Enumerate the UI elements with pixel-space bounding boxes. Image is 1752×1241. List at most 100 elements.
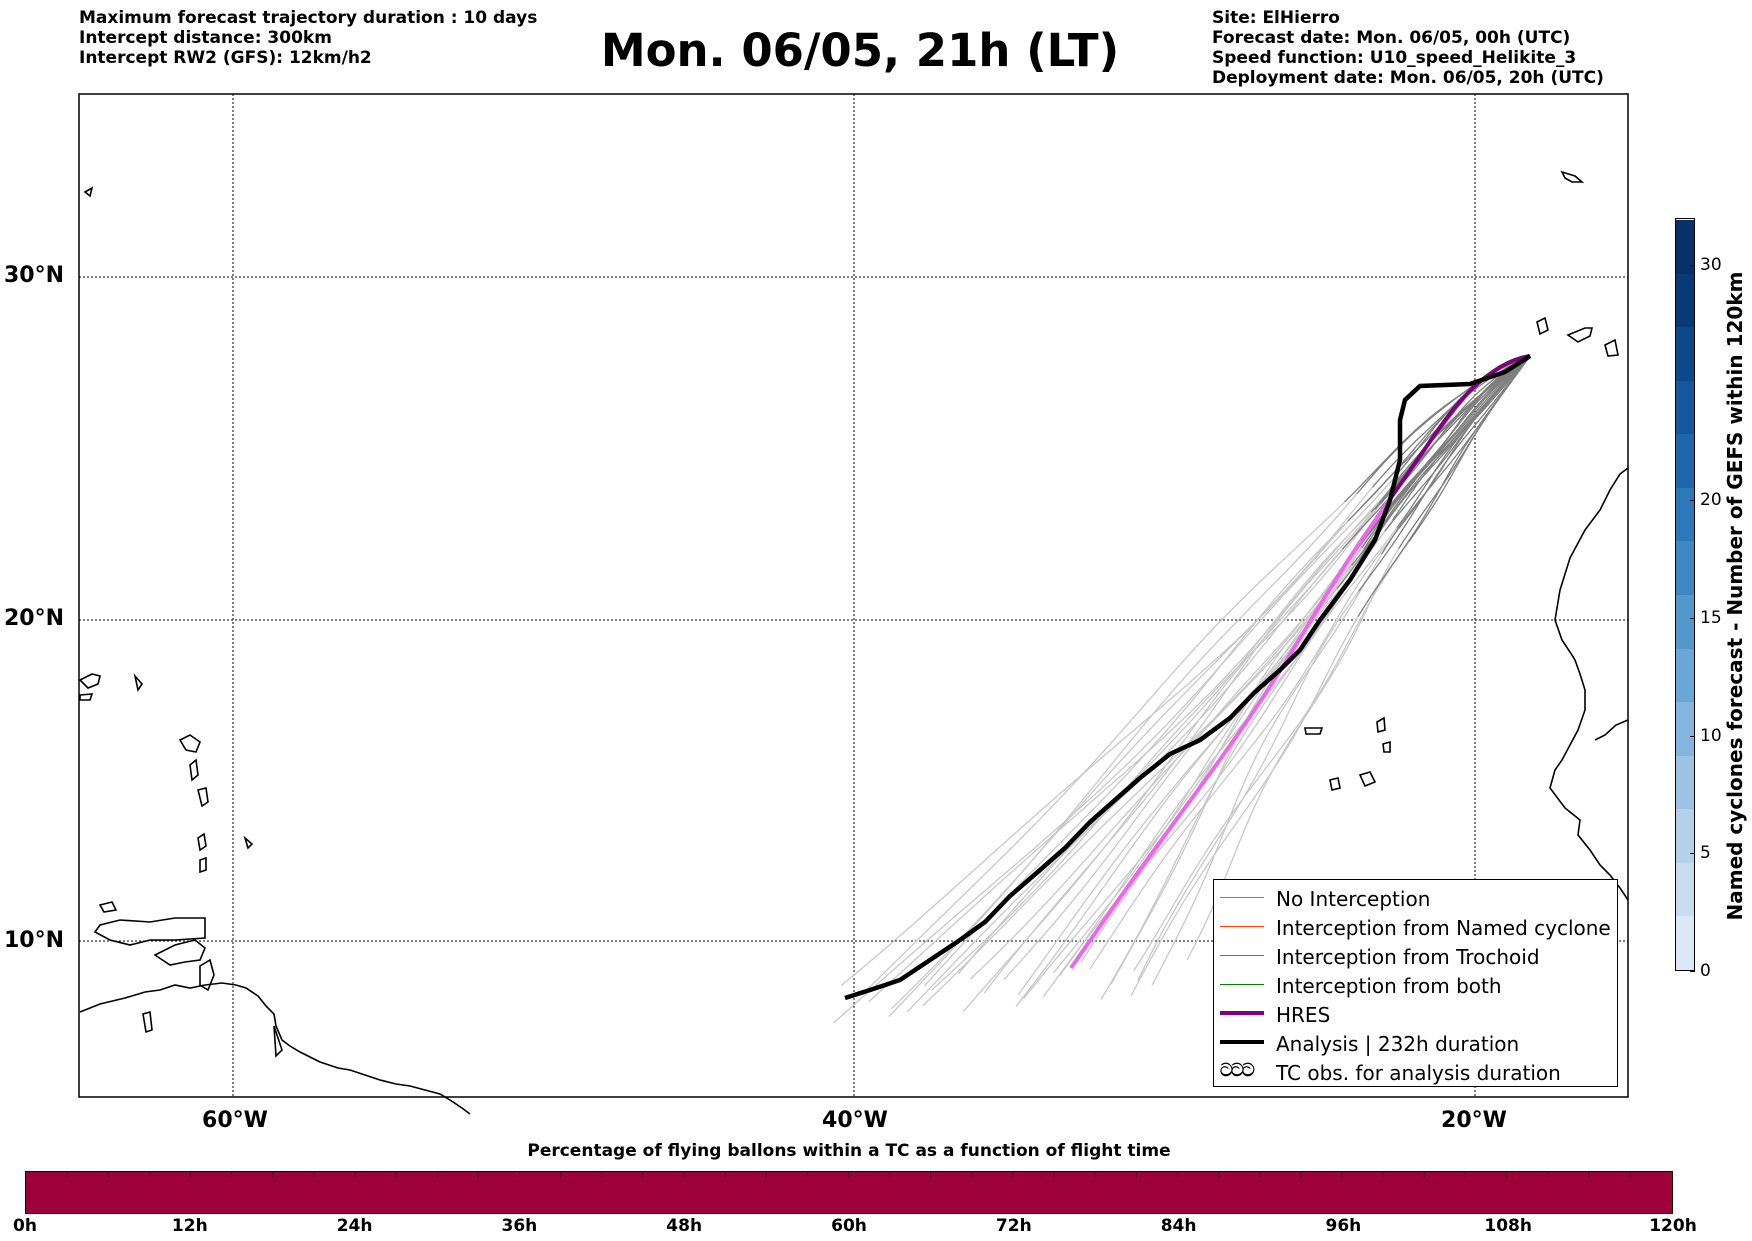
colorbar-tick-label: 0 [1700,961,1711,981]
flight-time-tick-label: 12h [171,1216,208,1236]
legend-label: Interception from Named cyclone [1276,916,1611,940]
venezuela-gulf [153,939,206,966]
legend-swatch [1220,897,1264,898]
deployment-date-text: Deployment date: Mon. 06/05, 20h (UTC) [1212,68,1604,88]
trajectory-segment-dark [1363,355,1531,550]
forecast-date-text: Forecast date: Mon. 06/05, 00h (UTC) [1212,28,1571,48]
coastlines [78,170,1629,1115]
island-h [199,856,207,874]
map-frame [78,93,1629,1098]
island-f [197,787,209,808]
colorbar-segment [1676,862,1694,917]
cape-verde-3 [1329,777,1341,791]
legend-item-both: Interception from both [1214,970,1617,999]
trajectory-segment-light [888,493,1358,1017]
legend-swatch [1220,1040,1264,1044]
colorbar-tick-label: 20 [1700,490,1722,511]
lon-label-60w: 60°W [202,1108,268,1133]
legend-item-analysis: Analysis | 232h duration [1214,1028,1617,1057]
legend-label: Interception from both [1276,974,1502,998]
flight-time-tick-label: 108h [1484,1216,1532,1236]
cyclone-count-colorbar [1675,218,1695,971]
island-a [78,673,101,689]
tc-obs-symbol-icon: ටටට [1220,1060,1255,1081]
lon-label-40w: 40°W [822,1108,888,1133]
analysis-trajectory [844,354,1532,1001]
colorbar-tick-mark [1690,853,1695,855]
trajectory-segment-dark [1381,355,1531,555]
colorbar-tick-mark [1690,618,1695,620]
trajectory-segment-light [958,511,1372,975]
colorbar-segment [1676,219,1694,274]
colorbar-tick-mark [1690,265,1695,267]
trajectory-segment-light [969,493,1402,980]
trajectory-segment-light [1080,564,1353,963]
colorbar-segments [66,1172,1631,1178]
trajectory-segment-light [1089,528,1400,970]
legend-item-named-cyclone: Interception from Named cyclone [1214,912,1617,941]
island-g [197,832,207,852]
flight-time-tick-label: 60h [831,1216,867,1236]
madeira-island [1560,170,1585,183]
flight-time-colorbar-title: Percentage of flying ballons within a TC… [527,1141,1171,1161]
legend-swatch [1220,984,1264,985]
africa-coast-2 [1594,719,1629,741]
colorbar-segment [1676,648,1694,703]
max-duration-text: Maximum forecast trajectory duration : 1… [79,8,538,28]
island-k [142,1010,153,1034]
lon-label-20w: 20°W [1441,1108,1507,1133]
canary-island-3 [1604,338,1619,357]
trajectory-segment-light [923,520,1349,987]
graticule [79,94,1628,1097]
colorbar-label: Named cyclones forecast - Number of GEFS… [1723,271,1747,921]
canary-island-1 [1536,316,1549,336]
trajectory-segment-light [906,548,1343,1013]
colorbar-segment [1676,273,1694,328]
colorbar-segment [1676,380,1694,435]
colorbar-segment [1676,808,1694,863]
flight-time-tick-label: 24h [336,1216,373,1236]
header-right-info: Site: ElHierro Forecast date: Mon. 06/05… [1212,8,1604,88]
trajectory-segment-dark [1358,355,1531,592]
trajectories-light [833,473,1410,1024]
legend-label: HRES [1276,1003,1331,1027]
trajectory-segment-light [1151,553,1383,986]
colorbar-tick-label: 5 [1700,843,1711,864]
trajectory-segment-light [1137,591,1360,981]
legend-item-no-interception: No Interception [1214,883,1617,912]
south-america-coast [79,982,471,1115]
colorbar-segment [1676,755,1694,810]
trajectory-segment-light [962,508,1376,1012]
flight-time-tick-label: 96h [1325,1216,1362,1236]
island-d [178,734,201,753]
trajectory-segment-dark [1357,355,1531,617]
page-title: Mon. 06/05, 21h (LT) [600,24,1120,77]
island-c [79,693,94,701]
legend-label: Analysis | 232h duration [1276,1032,1520,1056]
trajectory-segment-dark [1351,355,1531,566]
cape-verde-4 [1358,771,1377,788]
legend-label: No Interception [1276,887,1431,911]
canary-island-2 [1566,327,1594,343]
colorbar-segment [1676,433,1694,488]
trajectory-segment-light [867,501,1345,990]
trajectory-segment-light [1130,616,1359,997]
legend-label: TC obs. for analysis duration [1276,1061,1561,1085]
trajectory-segment-light [1003,567,1345,981]
africa-coast [1549,467,1629,901]
cape-verde-5 [1304,727,1324,735]
trajectory-segment-light [840,482,1385,986]
colorbar-tick-label: 15 [1700,608,1722,629]
paria-coast [93,917,206,946]
hres-trajectory-light [1069,495,1393,970]
colorbar-tick-mark [1690,735,1695,737]
trajectory-segment-light [1186,548,1400,961]
legend-swatch [1220,926,1264,927]
legend-swatch [1220,955,1264,956]
flight-time-tick-label: 0h [13,1216,37,1236]
header-left-info: Maximum forecast trajectory duration : 1… [79,8,537,68]
colorbar-tick-label: 30 [1700,255,1722,276]
island-i [243,835,254,850]
colorbar-segment [1676,594,1694,649]
